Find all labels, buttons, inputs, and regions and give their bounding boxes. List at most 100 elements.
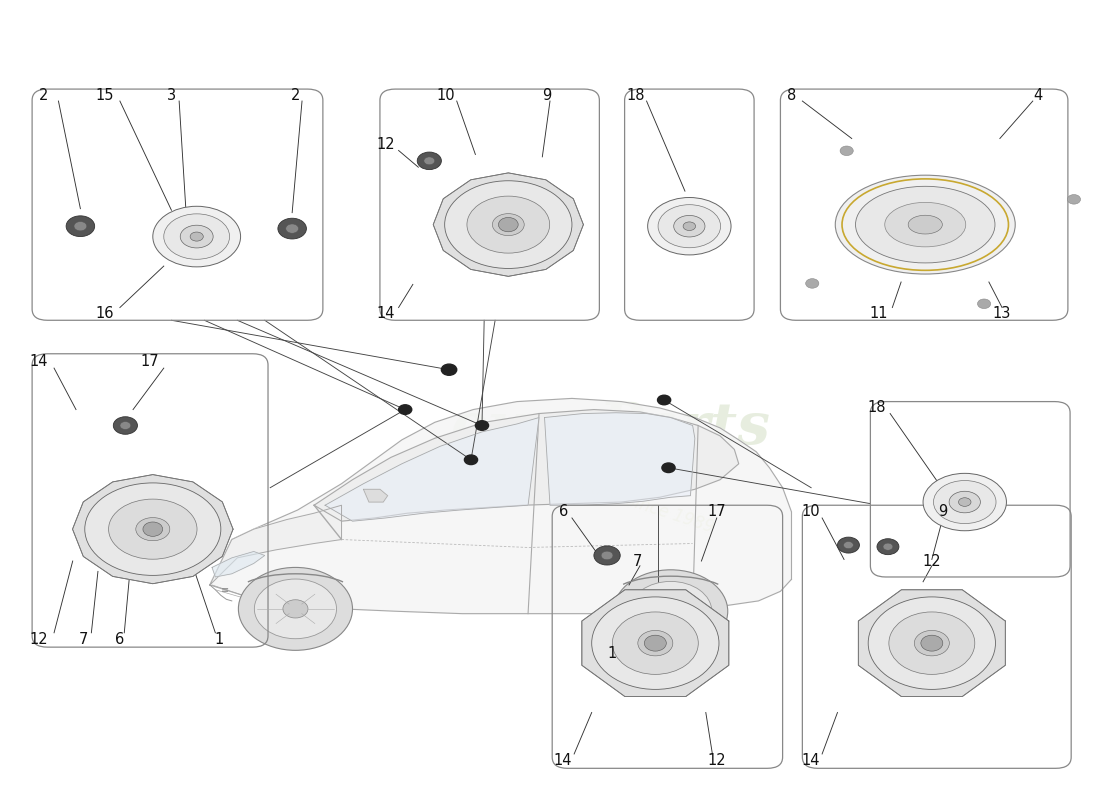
- Circle shape: [1067, 194, 1080, 204]
- Circle shape: [239, 567, 352, 650]
- Ellipse shape: [180, 226, 213, 248]
- Ellipse shape: [949, 491, 980, 513]
- Circle shape: [286, 224, 298, 234]
- Text: 2: 2: [39, 88, 47, 103]
- Circle shape: [650, 640, 666, 651]
- Text: 12: 12: [923, 554, 942, 569]
- Ellipse shape: [109, 499, 197, 559]
- Ellipse shape: [164, 214, 230, 259]
- Circle shape: [464, 455, 477, 465]
- Text: 7: 7: [634, 554, 642, 569]
- Polygon shape: [210, 398, 791, 614]
- Text: euroParts: euroParts: [450, 400, 770, 456]
- Polygon shape: [582, 590, 729, 697]
- Text: a passion for parts since 1989: a passion for parts since 1989: [472, 442, 716, 537]
- Circle shape: [658, 602, 683, 620]
- Ellipse shape: [909, 215, 943, 234]
- Circle shape: [120, 422, 131, 430]
- Text: 12: 12: [707, 753, 726, 768]
- Ellipse shape: [884, 202, 966, 247]
- Text: 8: 8: [786, 88, 796, 103]
- Ellipse shape: [958, 498, 971, 506]
- Text: 14: 14: [802, 753, 821, 768]
- Circle shape: [254, 579, 337, 638]
- Text: 10: 10: [802, 504, 821, 519]
- Ellipse shape: [135, 518, 169, 541]
- Text: 12: 12: [30, 632, 48, 646]
- Polygon shape: [858, 590, 1005, 697]
- Text: 6: 6: [559, 504, 568, 519]
- Text: 17: 17: [707, 504, 726, 519]
- Circle shape: [143, 522, 163, 536]
- Polygon shape: [73, 474, 233, 584]
- Circle shape: [441, 364, 456, 375]
- Circle shape: [278, 218, 307, 239]
- Circle shape: [424, 157, 434, 165]
- Text: 15: 15: [96, 88, 113, 103]
- Circle shape: [978, 299, 991, 309]
- Text: 11: 11: [870, 306, 889, 322]
- Ellipse shape: [493, 214, 525, 235]
- Circle shape: [417, 152, 441, 170]
- Text: 14: 14: [554, 753, 572, 768]
- Text: 18: 18: [868, 401, 887, 415]
- Ellipse shape: [658, 205, 720, 248]
- Ellipse shape: [923, 474, 1006, 530]
- Ellipse shape: [683, 222, 695, 230]
- Text: 1: 1: [608, 646, 617, 661]
- Ellipse shape: [889, 612, 975, 674]
- Text: 3: 3: [167, 88, 176, 103]
- Ellipse shape: [856, 186, 996, 263]
- Text: 9: 9: [938, 504, 947, 519]
- Text: 1: 1: [214, 632, 223, 646]
- Circle shape: [883, 543, 893, 550]
- Text: 2: 2: [290, 88, 300, 103]
- Ellipse shape: [638, 630, 673, 656]
- Circle shape: [840, 146, 854, 155]
- Text: 17: 17: [140, 354, 158, 370]
- Text: 14: 14: [376, 306, 395, 322]
- Ellipse shape: [934, 481, 996, 523]
- Circle shape: [805, 278, 818, 288]
- Circle shape: [283, 600, 308, 618]
- Text: 4: 4: [1034, 88, 1043, 103]
- Ellipse shape: [613, 612, 698, 674]
- Ellipse shape: [153, 206, 241, 267]
- Ellipse shape: [444, 181, 572, 269]
- Ellipse shape: [835, 175, 1015, 274]
- Ellipse shape: [868, 597, 996, 690]
- Circle shape: [601, 551, 613, 560]
- Polygon shape: [326, 418, 539, 521]
- Circle shape: [837, 537, 859, 553]
- Text: 10: 10: [437, 88, 455, 103]
- Circle shape: [629, 582, 712, 641]
- Polygon shape: [363, 490, 387, 502]
- Text: 14: 14: [30, 354, 48, 370]
- Polygon shape: [433, 173, 583, 276]
- Ellipse shape: [85, 483, 221, 575]
- Text: 7: 7: [79, 632, 88, 646]
- Circle shape: [66, 216, 95, 237]
- Circle shape: [614, 570, 728, 653]
- Text: 18: 18: [626, 88, 645, 103]
- Circle shape: [498, 218, 518, 232]
- Ellipse shape: [648, 198, 732, 255]
- Circle shape: [662, 463, 675, 473]
- Circle shape: [113, 417, 138, 434]
- Polygon shape: [544, 413, 695, 506]
- Polygon shape: [212, 551, 265, 577]
- Polygon shape: [315, 410, 739, 521]
- Circle shape: [658, 395, 671, 405]
- Circle shape: [844, 542, 854, 549]
- Circle shape: [398, 405, 411, 414]
- Polygon shape: [210, 506, 341, 585]
- Circle shape: [475, 421, 488, 430]
- Circle shape: [74, 222, 87, 231]
- Circle shape: [645, 635, 667, 651]
- Ellipse shape: [592, 597, 719, 690]
- Text: 6: 6: [116, 632, 124, 646]
- Circle shape: [921, 635, 943, 651]
- Text: 16: 16: [96, 306, 113, 322]
- Ellipse shape: [914, 630, 949, 656]
- Ellipse shape: [673, 215, 705, 237]
